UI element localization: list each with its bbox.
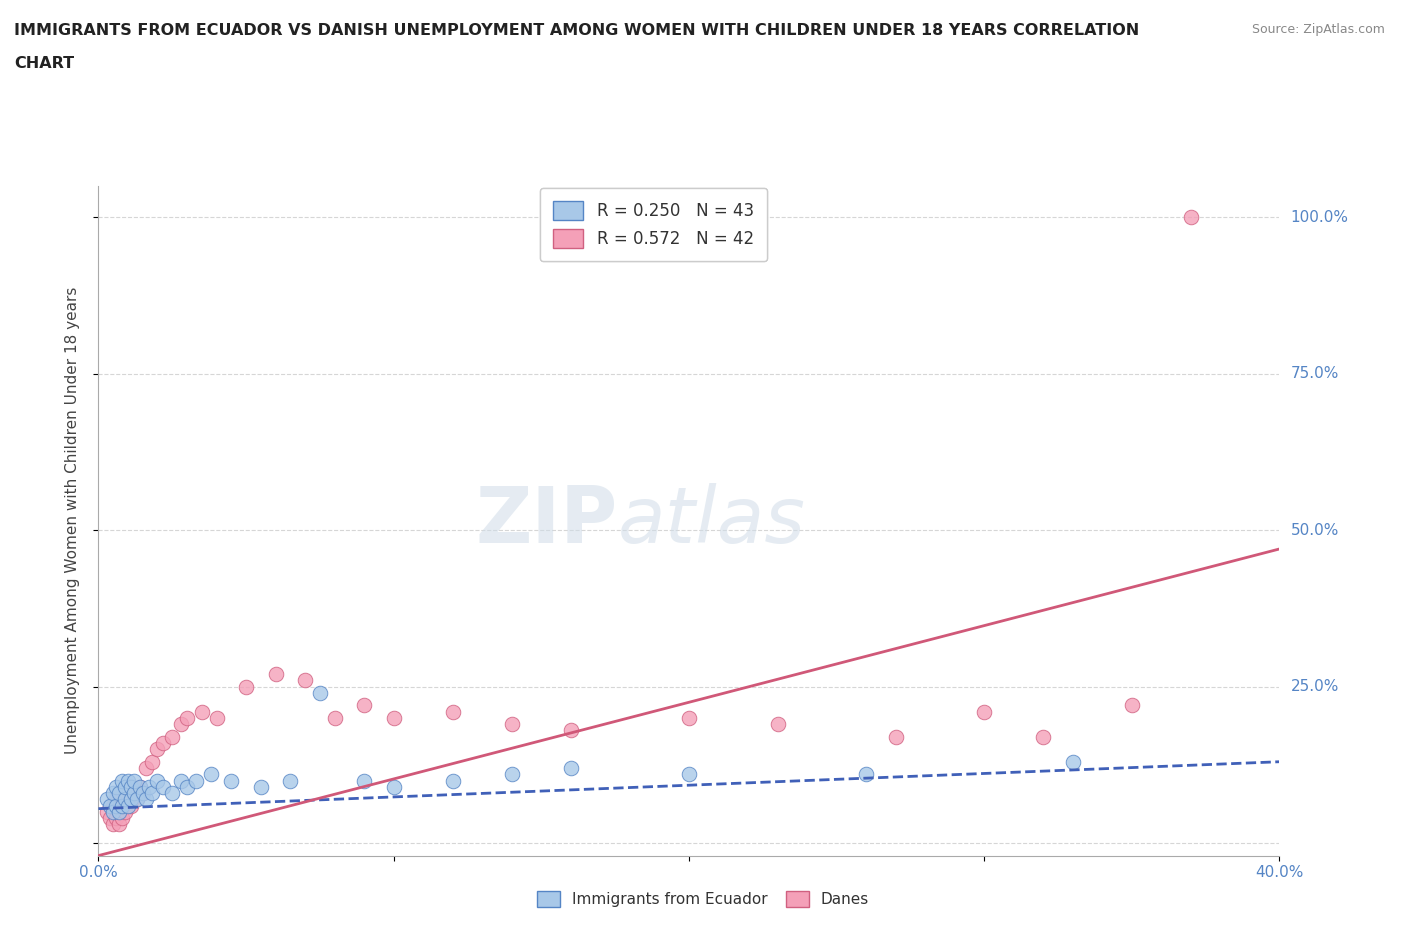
Point [441,773,464,788]
Point [441,704,464,719]
Point [884,729,907,744]
Point [135,761,157,776]
Point [560,723,582,737]
Point [108,786,131,801]
Point [117,798,139,813]
Point [1032,729,1054,744]
Point [125,791,148,806]
Point [128,779,150,794]
Point [98,798,121,813]
Point [200,767,222,782]
Point [176,711,198,725]
Point [108,804,131,819]
Legend: R = 0.250   N = 43, R = 0.572   N = 42: R = 0.250 N = 43, R = 0.572 N = 42 [540,188,768,261]
Point [128,779,150,794]
Point [103,817,125,831]
Point [103,798,125,813]
Point [678,767,700,782]
Point [138,779,160,794]
Point [108,804,131,819]
Point [205,711,228,725]
Point [1180,210,1202,225]
Point [114,804,136,819]
Point [323,711,346,725]
Text: Source: ZipAtlas.com: Source: ZipAtlas.com [1251,23,1385,36]
Y-axis label: Unemployment Among Women with Children Under 18 years: Unemployment Among Women with Children U… [65,287,80,754]
Point [117,773,139,788]
Point [264,667,287,682]
Point [111,811,134,826]
Point [1062,754,1084,769]
Point [135,791,157,806]
Point [114,779,136,794]
Point [122,786,145,801]
Point [678,711,700,725]
Text: IMMIGRANTS FROM ECUADOR VS DANISH UNEMPLOYMENT AMONG WOMEN WITH CHILDREN UNDER 1: IMMIGRANTS FROM ECUADOR VS DANISH UNEMPL… [14,23,1139,38]
Text: 25.0%: 25.0% [1291,679,1339,694]
Point [114,791,136,806]
Point [146,773,169,788]
Point [162,786,183,801]
Point [96,804,118,819]
Point [973,704,995,719]
Point [278,773,302,788]
Point [309,685,332,700]
Point [120,798,142,813]
Point [353,773,375,788]
Point [105,811,128,826]
Point [219,773,242,788]
Point [1121,698,1143,713]
Point [176,779,198,794]
Point [105,791,128,806]
Point [560,761,582,776]
Text: 75.0%: 75.0% [1291,366,1339,381]
Point [501,717,523,732]
Point [108,817,131,831]
Point [162,729,183,744]
Point [152,736,174,751]
Text: CHART: CHART [14,56,75,71]
Point [132,786,155,801]
Point [122,773,145,788]
Point [170,717,193,732]
Point [111,773,134,788]
Point [105,798,128,813]
Point [152,779,174,794]
Point [191,704,214,719]
Point [111,798,134,813]
Point [501,767,523,782]
Point [146,742,169,757]
Point [382,779,405,794]
Point [170,773,193,788]
Point [184,773,207,788]
Text: 100.0%: 100.0% [1291,210,1348,225]
Text: 50.0%: 50.0% [1291,523,1339,538]
Point [120,791,142,806]
Point [353,698,375,713]
Point [125,791,148,806]
Text: atlas: atlas [619,483,806,559]
Legend: Immigrants from Ecuador, Danes: Immigrants from Ecuador, Danes [530,884,876,913]
Point [96,791,118,806]
Text: ZIP: ZIP [475,483,619,559]
Point [111,798,134,813]
Point [294,673,316,688]
Point [105,779,128,794]
Point [141,754,163,769]
Point [132,786,155,801]
Point [382,711,405,725]
Point [117,791,139,806]
Point [855,767,877,782]
Point [250,779,273,794]
Point [141,786,163,801]
Point [766,717,789,732]
Point [103,804,125,819]
Point [103,786,125,801]
Point [120,779,142,794]
Point [122,786,145,801]
Point [235,679,257,694]
Point [98,811,121,826]
